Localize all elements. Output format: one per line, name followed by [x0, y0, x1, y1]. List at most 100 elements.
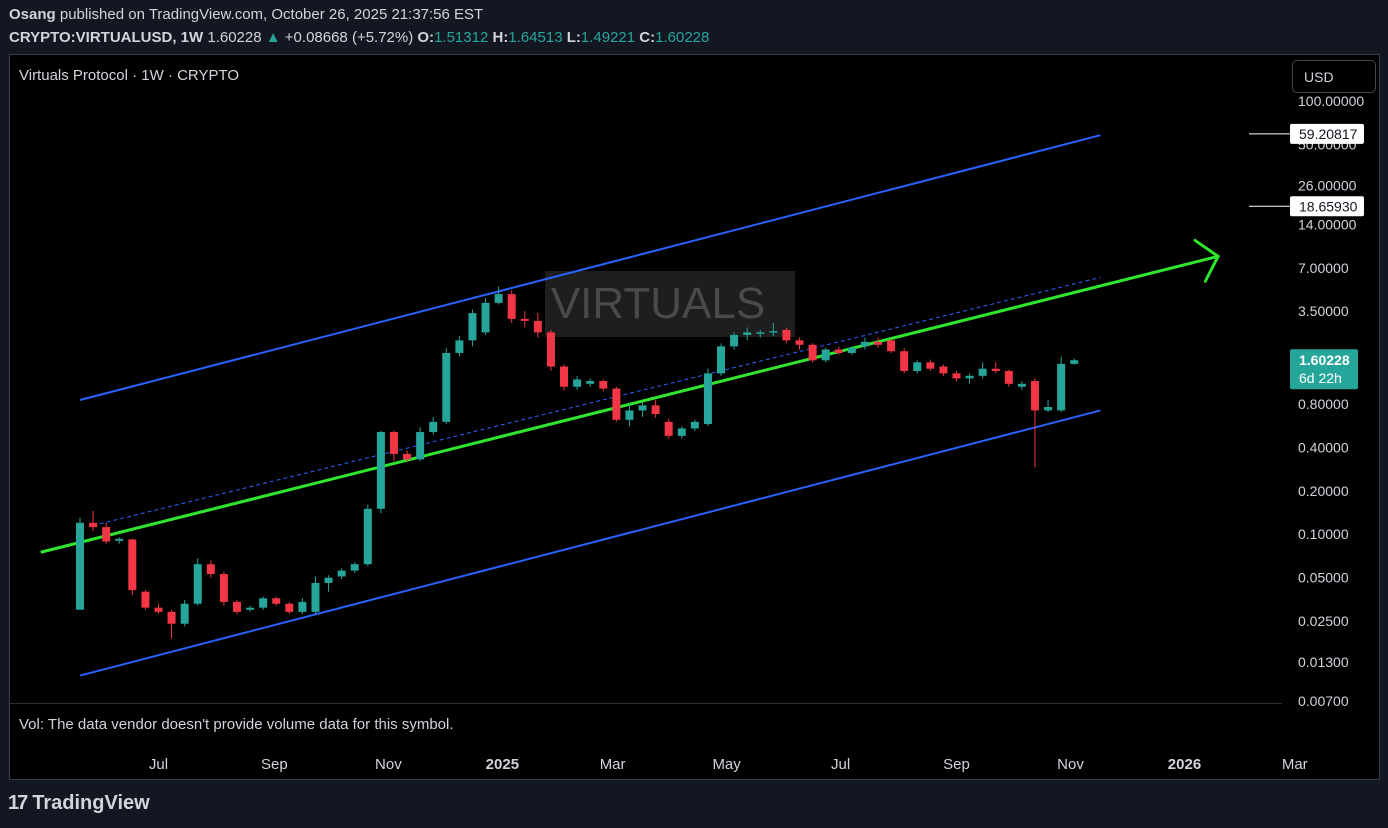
- candle: [219, 571, 228, 606]
- price-tick-label: 0.20000: [1298, 483, 1349, 499]
- candle: [128, 538, 137, 595]
- tradingview-logo[interactable]: 17 TradingView: [8, 792, 150, 815]
- candle: [926, 359, 935, 371]
- candle-body: [821, 349, 830, 361]
- candle-body: [546, 332, 555, 367]
- candle-body: [246, 607, 255, 610]
- candle-body: [481, 302, 490, 333]
- candle: [965, 373, 974, 384]
- channel-upper-line[interactable]: [79, 134, 1101, 401]
- arrow-head-upper: [1193, 238, 1220, 258]
- tradingview-mark-icon: 17: [8, 792, 28, 814]
- candle: [1057, 356, 1066, 413]
- candle-body: [193, 564, 202, 604]
- candle-body: [115, 538, 124, 541]
- candle-body: [651, 405, 660, 415]
- price-tags: 59.20817 18.65930 1.60228 6d 22h: [1249, 123, 1364, 390]
- candle-body: [991, 368, 1000, 371]
- candle-body: [219, 574, 228, 602]
- chart-frame[interactable]: [9, 54, 1380, 780]
- candle: [1044, 400, 1053, 413]
- candle-body: [1017, 383, 1026, 387]
- candle-body: [913, 362, 922, 371]
- candle: [821, 347, 830, 363]
- price-axis[interactable]: 100.0000050.0000026.0000014.000007.00000…: [1298, 93, 1364, 709]
- candle: [573, 375, 582, 390]
- candle-body: [337, 570, 346, 577]
- channel-lower-line[interactable]: [79, 409, 1101, 677]
- high-label: H:: [492, 29, 509, 46]
- candle-body: [664, 421, 673, 436]
- candle: [991, 362, 1000, 374]
- ohlc-header: CRYPTO:VIRTUALUSD, 1W 1.60228 ▲ +0.08668…: [9, 29, 709, 46]
- candle: [376, 430, 385, 514]
- candle: [677, 426, 686, 439]
- time-tick-label: Nov: [1057, 756, 1084, 773]
- watermark-box: [545, 271, 795, 337]
- time-axis[interactable]: Jul Sep Nov 2025 Mar May Jul Sep Nov 2026 Mar: [149, 756, 1308, 773]
- candle-body: [573, 379, 582, 387]
- level-mid-tag-text: 18.65930: [1299, 198, 1358, 214]
- price-tick-label: 0.40000: [1298, 439, 1349, 455]
- candle: [1004, 369, 1013, 387]
- candle: [939, 364, 948, 376]
- candle: [900, 347, 909, 374]
- time-tick-label: May: [712, 756, 741, 773]
- candle: [298, 598, 307, 615]
- time-tick-label: 2026: [1168, 756, 1201, 773]
- candle: [389, 430, 398, 462]
- price-tick-label: 0.05000: [1298, 570, 1349, 586]
- level-mid-tag-bg: [1290, 196, 1364, 217]
- candle-body: [860, 341, 869, 347]
- volume-divider: [10, 703, 1282, 704]
- candle: [167, 609, 176, 639]
- currency-button[interactable]: USD: [1292, 60, 1376, 93]
- candle: [272, 596, 281, 606]
- candle: [468, 309, 477, 347]
- candle: [533, 313, 542, 338]
- price-tick-label: 14.00000: [1298, 216, 1357, 232]
- chart-legend-title[interactable]: Virtuals Protocol · 1W · CRYPTO: [19, 67, 240, 84]
- candle: [429, 416, 438, 435]
- candle: [808, 343, 817, 363]
- open-value: 1.51312: [434, 29, 489, 46]
- price-tick-label: 3.50000: [1298, 303, 1349, 319]
- candle-body: [180, 603, 189, 624]
- author-name[interactable]: Osang: [9, 6, 56, 23]
- candle: [638, 402, 647, 417]
- current-price-tag-bg: [1290, 349, 1358, 390]
- candle-body: [167, 611, 176, 624]
- dashed-mid-line[interactable]: [92, 276, 1101, 526]
- candle: [625, 402, 634, 427]
- candle: [416, 427, 425, 462]
- price-tick-label: 7.00000: [1298, 260, 1349, 276]
- candle: [769, 323, 778, 337]
- candle-body: [363, 508, 372, 565]
- time-tick-label: Sep: [943, 756, 970, 773]
- candle-body: [1004, 370, 1013, 384]
- candle-body: [677, 428, 686, 436]
- candle-body: [141, 591, 150, 608]
- candle: [612, 386, 621, 422]
- price-tick-label: 0.00700: [1298, 693, 1349, 709]
- candle: [860, 337, 869, 350]
- candle-body: [599, 381, 608, 389]
- candle-body: [939, 366, 948, 374]
- candle: [560, 364, 569, 391]
- candle-body: [952, 373, 961, 379]
- candle-body: [76, 522, 84, 610]
- candle-body: [560, 366, 569, 387]
- candle-body: [769, 331, 778, 333]
- candle-body: [703, 373, 712, 424]
- candle: [154, 603, 163, 615]
- candle-body: [743, 332, 752, 335]
- candle: [1030, 378, 1039, 468]
- candle-body: [874, 341, 882, 345]
- candle-body: [350, 564, 359, 571]
- candle: [285, 601, 294, 615]
- candle: [76, 517, 84, 610]
- candle-body: [533, 320, 542, 333]
- candle-body: [638, 405, 647, 411]
- candle-body: [1057, 363, 1066, 411]
